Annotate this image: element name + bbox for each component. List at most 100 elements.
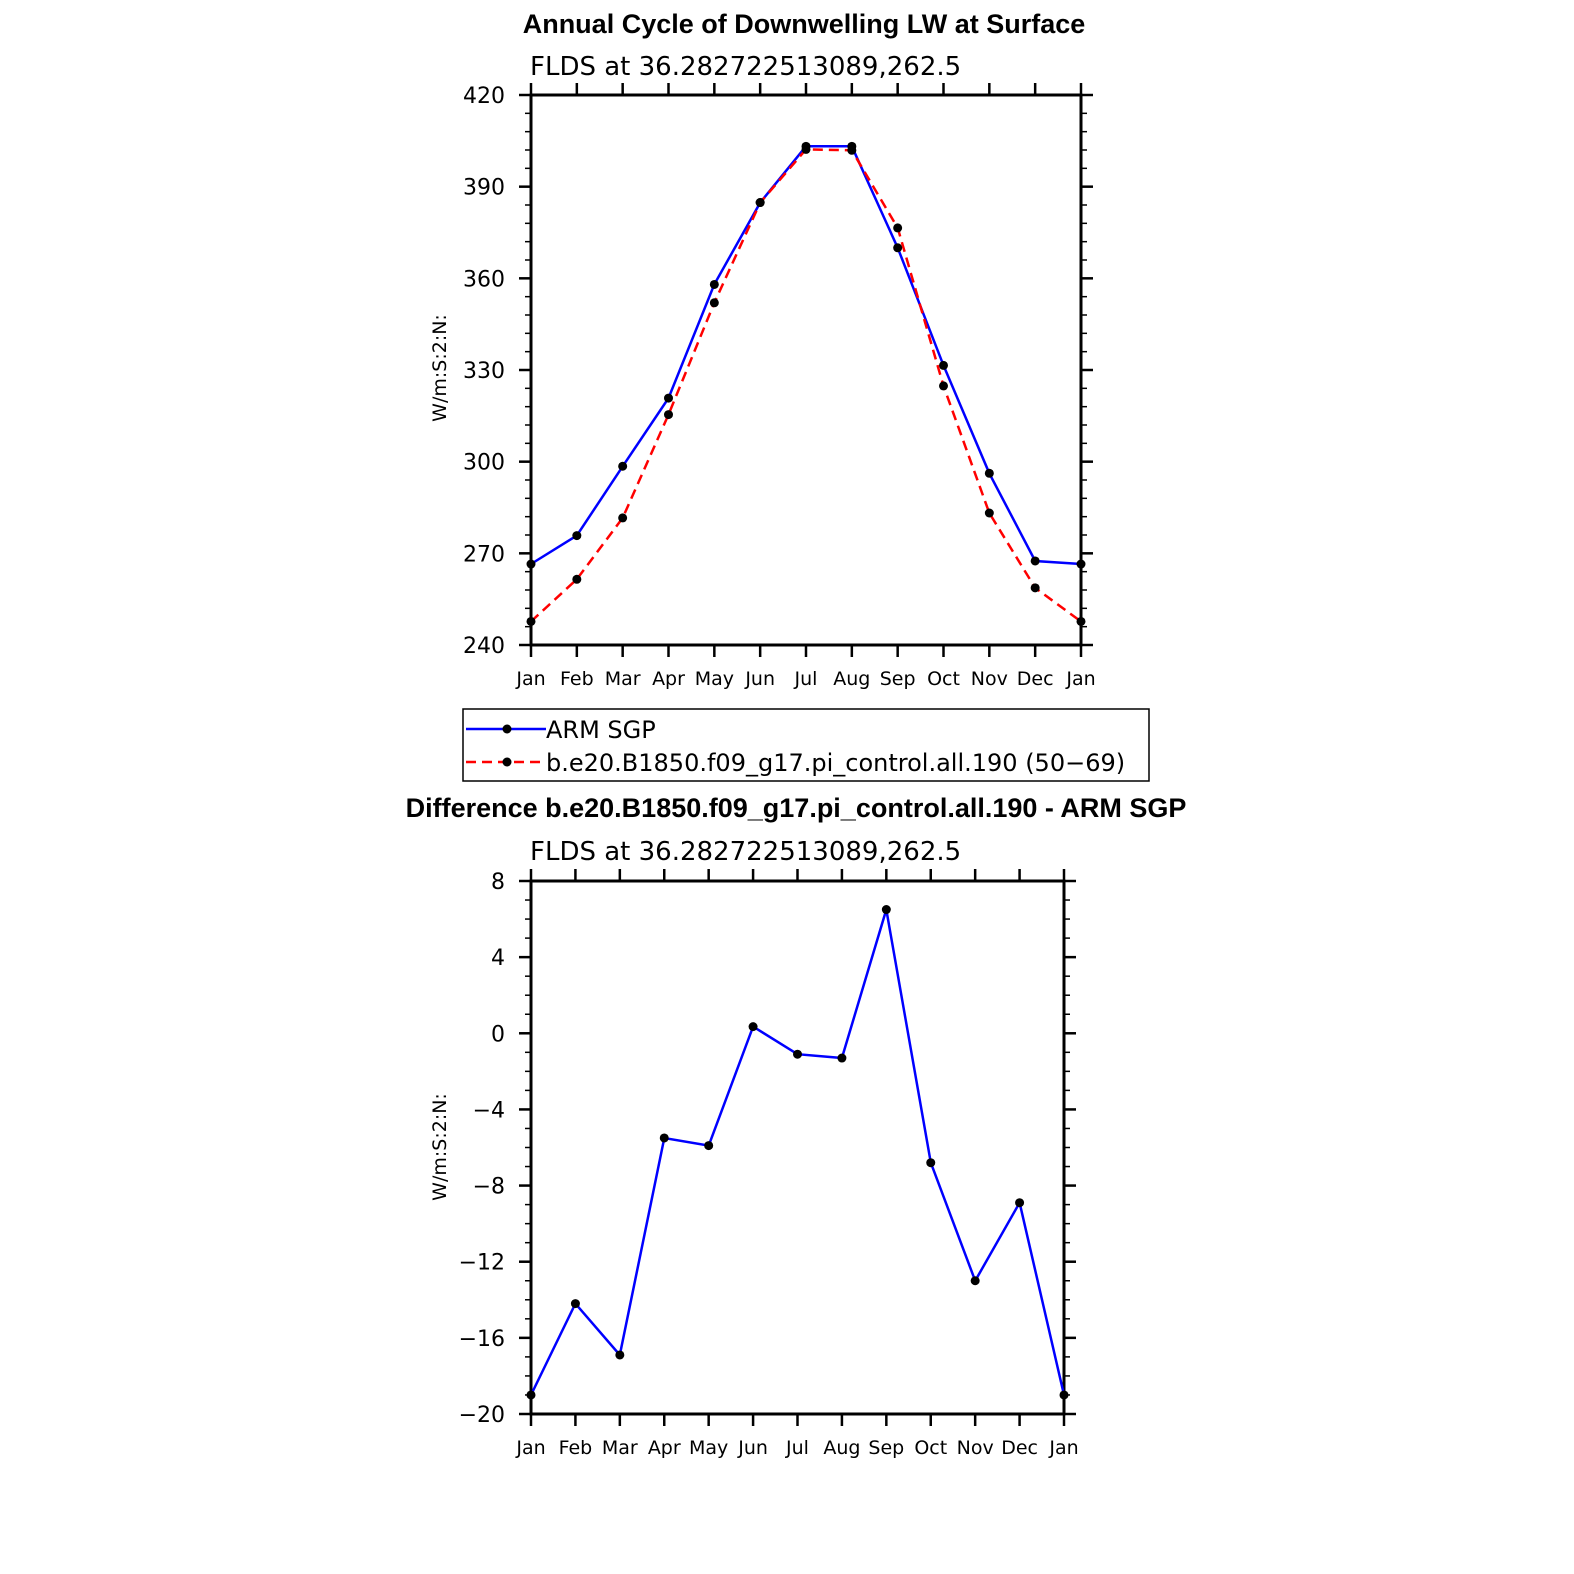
y-tick-label: 270	[463, 542, 505, 567]
legend-label-model: b.e20.B1850.f09_g17.pi_control.all.190 (…	[546, 749, 1125, 777]
y-tick-label: −16	[459, 1327, 505, 1352]
x-tick-label: Sep	[868, 1437, 904, 1459]
y-tick-label: 4	[491, 946, 505, 971]
legend-box	[462, 708, 1150, 782]
x-tick-label: Sep	[880, 668, 916, 690]
data-point	[704, 1141, 714, 1151]
y-tick-label: 240	[463, 634, 505, 659]
series-line-0	[530, 145, 1082, 566]
chart-title: Annual Cycle of Downwelling LW at Surfac…	[523, 9, 1086, 39]
x-tick-label: Jun	[744, 668, 775, 690]
data-point	[881, 905, 891, 915]
data-point	[659, 1133, 669, 1143]
x-tick-label: Jun	[737, 1437, 768, 1459]
y-axis-label: W/m:S:2:N:	[429, 314, 451, 422]
data-point	[1059, 1390, 1069, 1400]
x-tick-label: Jan	[1065, 668, 1095, 690]
x-tick-label: Apr	[648, 1437, 681, 1459]
data-point	[939, 381, 948, 391]
legend: ARM SGP b.e20.B1850.f09_g17.pi_control.a…	[462, 708, 1150, 782]
data-point	[793, 1049, 802, 1059]
series-layer	[526, 141, 1086, 626]
data-point	[618, 461, 628, 471]
data-point	[1015, 1198, 1025, 1208]
legend-marker-arm-sgp	[502, 724, 512, 734]
data-point	[847, 145, 857, 155]
y-axis-label: W/m:S:2:N:	[429, 1093, 451, 1201]
data-point	[1076, 616, 1086, 626]
x-tick-label: Mar	[602, 1437, 638, 1459]
x-tick-label: Aug	[823, 1437, 860, 1459]
data-point	[709, 279, 719, 289]
x-tick-label: Mar	[605, 668, 641, 690]
y-tick-label: 8	[491, 870, 505, 895]
data-point	[526, 616, 536, 626]
axes	[519, 869, 1076, 1426]
data-point	[893, 243, 903, 253]
x-tick-label: Dec	[1017, 668, 1054, 690]
x-tick-label: Jan	[515, 668, 545, 690]
data-point	[526, 1390, 536, 1400]
y-tick-label: 390	[463, 176, 505, 201]
chart-title: Difference b.e20.B1850.f09_g17.pi_contro…	[406, 793, 1187, 823]
data-point	[1030, 583, 1040, 593]
data-point	[939, 360, 948, 370]
series-line-1	[530, 148, 1082, 623]
data-point	[618, 513, 628, 523]
data-point	[926, 1158, 936, 1168]
x-tick-label: Oct	[927, 668, 960, 690]
y-tick-label: −20	[459, 1403, 505, 1428]
x-tick-label: Dec	[1001, 1437, 1038, 1459]
chart-subtitle: FLDS at 36.282722513089,262.5	[530, 837, 961, 867]
data-point	[801, 144, 811, 154]
x-tick-label: Jan	[1048, 1437, 1078, 1459]
series-line-0	[529, 909, 1066, 1396]
x-tick-label: Feb	[559, 1437, 593, 1459]
x-tick-label: Aug	[833, 668, 870, 690]
x-tick-label: May	[689, 1437, 728, 1459]
x-tick-label: Jul	[785, 1437, 809, 1459]
data-point	[984, 508, 994, 518]
plot-frame	[529, 879, 1066, 1416]
y-tick-label: −4	[473, 1098, 505, 1123]
data-point	[1030, 556, 1040, 566]
tick-labels: Jan Feb Mar Apr May Jun Jul Aug Sep Oct Nov Dec Jan−…	[459, 870, 1079, 1459]
data-point	[748, 1022, 758, 1032]
data-point	[984, 468, 994, 478]
annual-cycle-panel: Annual Cycle of Downwelling LW at Surfac…	[429, 9, 1150, 782]
data-point	[970, 1276, 980, 1286]
data-point	[615, 1350, 625, 1360]
x-tick-label: Jan	[515, 1437, 545, 1459]
y-tick-label: −8	[473, 1175, 505, 1200]
x-tick-label: Apr	[652, 668, 685, 690]
plot-frame	[529, 93, 1083, 647]
legend-marker-model	[502, 757, 512, 767]
x-tick-label: Jul	[794, 668, 818, 690]
y-tick-label: −12	[459, 1251, 505, 1276]
y-tick-label: 420	[463, 84, 505, 109]
data-point	[1076, 559, 1086, 569]
x-tick-label: Nov	[957, 1437, 994, 1459]
data-point	[570, 1299, 580, 1309]
chart-subtitle: FLDS at 36.282722513089,262.5	[530, 52, 961, 82]
data-point	[893, 223, 903, 233]
data-point	[664, 393, 673, 403]
data-point	[664, 410, 673, 420]
data-point	[755, 198, 765, 208]
x-tick-label: Feb	[560, 668, 594, 690]
y-tick-label: 360	[463, 267, 505, 292]
y-tick-label: 0	[491, 1022, 505, 1047]
y-tick-label: 300	[463, 451, 505, 476]
difference-panel: Difference b.e20.B1850.f09_g17.pi_contro…	[406, 793, 1187, 1459]
tick-labels: Jan Feb Mar Apr May Jun Jul Aug Sep Oct Nov Dec Jan 2…	[463, 84, 1096, 690]
x-tick-label: Nov	[971, 668, 1008, 690]
axes	[519, 83, 1093, 657]
x-tick-label: May	[695, 668, 734, 690]
x-tick-label: Oct	[914, 1437, 947, 1459]
data-point	[572, 531, 582, 541]
data-point	[837, 1053, 847, 1063]
y-tick-label: 330	[463, 359, 505, 384]
series-layer	[526, 905, 1069, 1400]
data-point	[709, 298, 719, 308]
